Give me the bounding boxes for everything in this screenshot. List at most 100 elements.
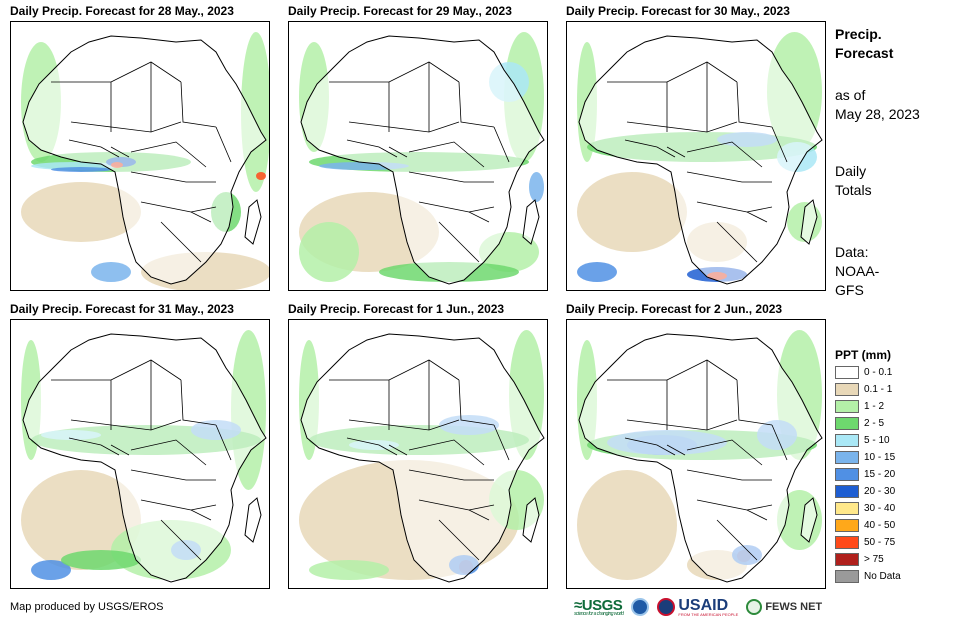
legend-swatch [835,451,859,464]
as-of-date: as of May 28, 2023 [835,86,920,124]
usaid-logo-text: USAID [678,597,729,614]
data-source-line: GFS [835,282,864,298]
madagascar-outline [800,497,818,543]
country-border [215,126,232,163]
forecast-panel-4: Daily Precip. Forecast for 31 May., 2023 [10,301,270,591]
country-border [348,121,460,133]
usaid-seal-icon [657,598,676,616]
country-border [346,139,398,158]
noaa-logo-icon [631,598,650,616]
country-border [493,424,510,461]
forecast-panel-2: Daily Precip. Forecast for 29 May., 2023 [288,3,548,293]
legend-label: > 75 [864,554,884,565]
country-border [624,139,676,158]
country-border [626,419,738,431]
precip-area [577,172,687,252]
country-border [130,439,207,466]
legend-swatch [835,400,859,413]
country-border [348,419,460,431]
panel-title: Daily Precip. Forecast for 2 Jun., 2023 [566,302,783,316]
fews-net-logo: FEWS NET [746,599,822,615]
legend-label: 0 - 0.1 [864,367,893,378]
legend-label: No Data [864,571,901,582]
country-border [626,121,738,133]
precip-area [61,550,141,570]
legend-swatch [835,519,859,532]
legend-item: 2 - 5 [835,415,955,432]
globe-icon [746,599,763,615]
usaid-tagline: FROM THE AMERICAN PEOPLE [678,612,739,617]
precip-area [577,262,617,282]
panel-title: Daily Precip. Forecast for 31 May., 2023 [10,302,234,316]
precip-legend: PPT (mm) 0 - 0.1 0.1 - 1 1 - 2 2 - 5 5 - 10 1… [835,346,955,585]
precip-map [10,21,270,291]
country-border [771,126,788,163]
africa-map [299,32,545,285]
legend-label: 0.1 - 1 [864,384,893,395]
legend-item: 30 - 40 [835,500,955,517]
legend-item: 15 - 20 [835,466,955,483]
country-border [408,469,494,481]
country-border [130,171,216,183]
data-source: Data: NOAA- GFS [835,243,879,300]
legend-rows: 0 - 0.1 0.1 - 1 1 - 2 2 - 5 5 - 10 10 - 15 15 … [835,364,955,585]
legend-swatch [835,570,859,583]
country-border [110,146,130,158]
precip-area [91,262,131,282]
country-border [746,206,773,213]
country-border [408,141,485,168]
country-border [771,424,788,461]
country-border [215,424,232,461]
legend-label: 50 - 75 [864,537,896,548]
legend-swatch [835,553,859,566]
legend-item: 20 - 30 [835,483,955,500]
continent-outline [22,35,267,285]
country-border [190,206,217,213]
country-border [408,171,494,183]
usgs-logo-text: ≈USGS [574,597,623,614]
country-border [68,139,120,158]
precip-map [288,319,548,589]
country-border [666,444,686,456]
legend-swatch [835,485,859,498]
country-border [438,221,480,263]
country-border [458,379,495,426]
country-border [438,519,480,561]
panel-title: Daily Precip. Forecast for 28 May., 2023 [10,4,234,18]
legend-item: 1 - 2 [835,398,955,415]
as-of-label: as of [835,87,866,103]
precip-area [31,560,71,580]
legend-label: 2 - 5 [864,418,885,429]
precip-area [256,172,266,180]
country-border [716,221,758,263]
country-border [746,504,773,511]
country-border [160,221,202,263]
forecast-panel-5: Daily Precip. Forecast for 1 Jun., 2023 [288,301,548,591]
continent-outline [22,333,267,583]
country-border [130,469,216,481]
country-border [686,439,763,466]
usgs-logo: ≈USGS science for a changing world [574,597,624,617]
legend-swatch [835,417,859,430]
legend-label: 30 - 40 [864,503,896,514]
africa-map [21,32,269,290]
country-border [408,439,485,466]
legend-swatch [835,383,859,396]
totals-line: Totals [835,182,872,198]
country-border [686,171,772,183]
precip-map [566,319,826,589]
precip-area [529,172,544,202]
continent-outline [300,333,545,583]
map-credit: Map produced by USGS/EROS [10,601,164,613]
country-border [346,437,398,456]
usaid-logo: USAID FROM THE AMERICAN PEOPLE [657,597,738,617]
legend-swatch [835,434,859,447]
data-source-line: NOAA- [835,263,880,279]
forecast-panel-6: Daily Precip. Forecast for 2 Jun., 2023 [566,301,826,591]
precip-area [299,222,359,282]
legend-label: 40 - 50 [864,520,896,531]
precip-area [577,470,677,580]
continent-outline [578,35,823,285]
country-border [468,206,495,213]
forecast-panel-3: Daily Precip. Forecast for 30 May., 2023 [566,3,826,293]
